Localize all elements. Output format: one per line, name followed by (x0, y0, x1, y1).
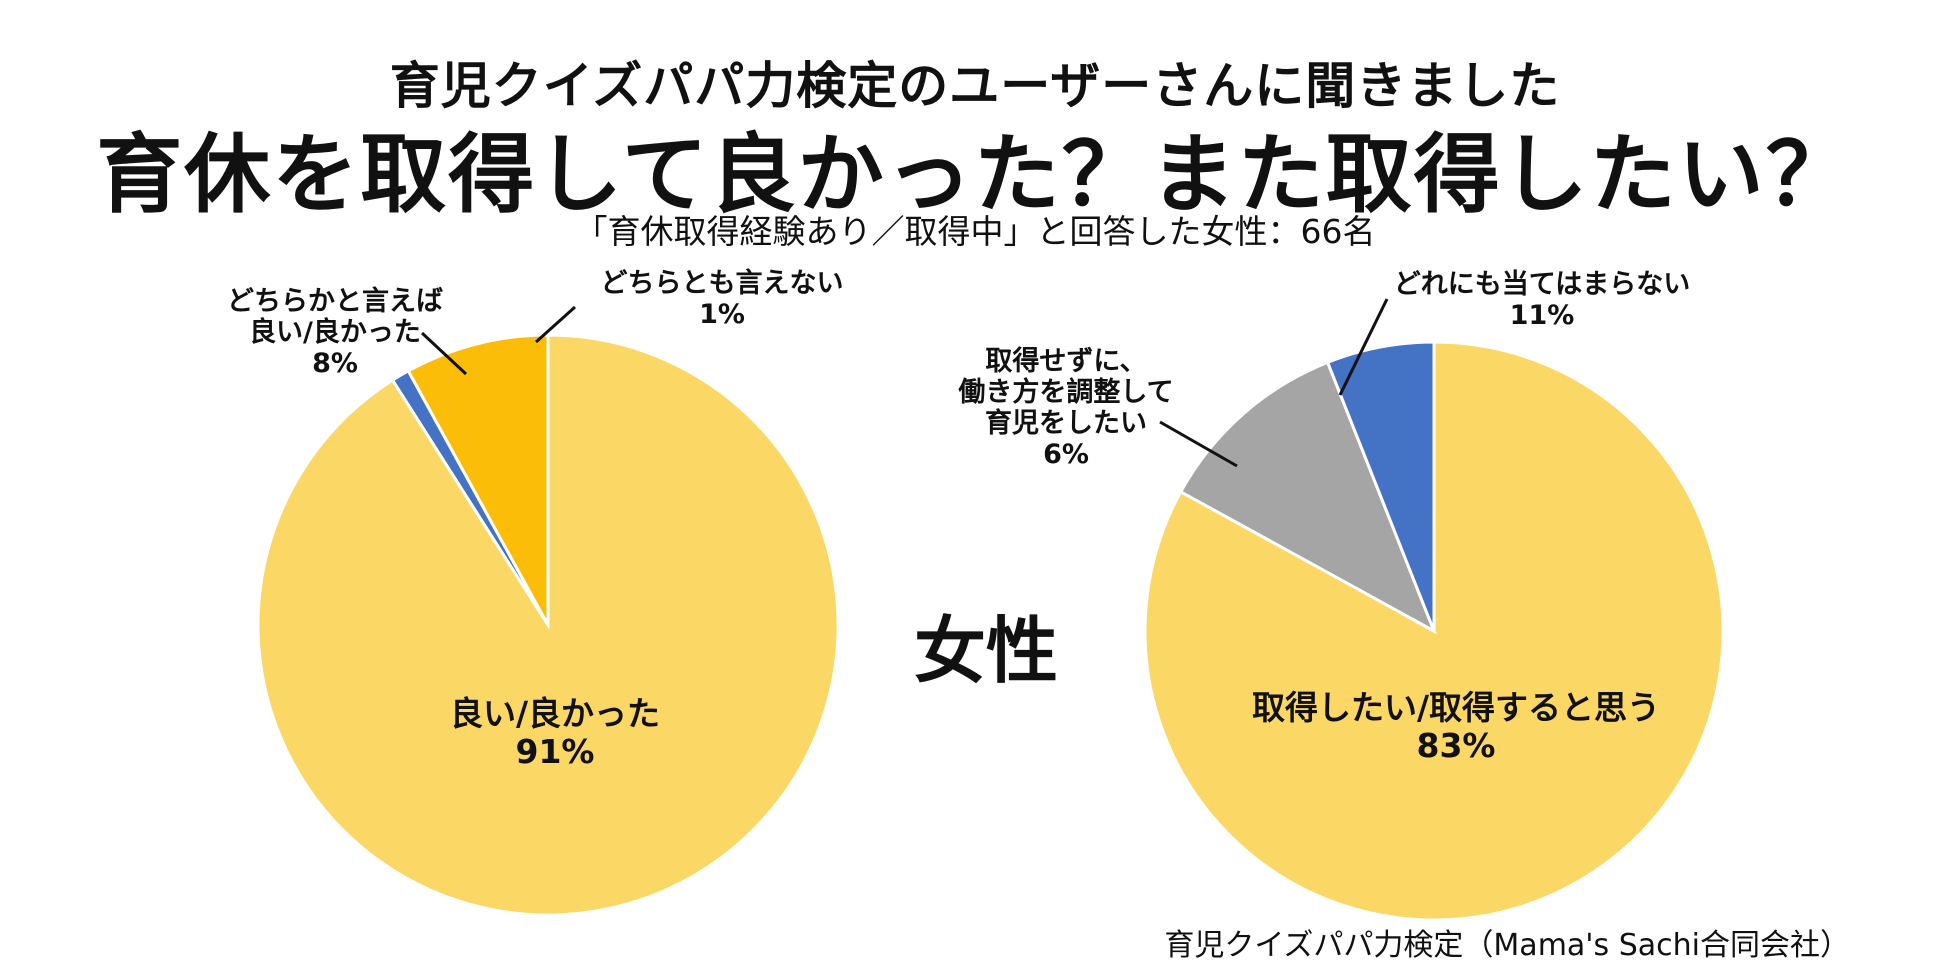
leader-line (534, 305, 577, 344)
slice-label: 良い/良かった 91% (450, 694, 660, 771)
slice-label-line: 育児をしたい (985, 407, 1147, 439)
slice-percent: 11% (1510, 300, 1575, 331)
slice-label: どれにも当てはまらない 11% (1394, 269, 1690, 331)
chart-subtitle: 育児クイズパパ力検定のユーザーさんに聞きました (389, 57, 1561, 115)
pie-slice (1325, 340, 1436, 632)
slice-percent: 1% (699, 299, 745, 330)
gender-label: 女性 (914, 609, 1059, 693)
slice-label-line: どれにも当てはまらない (1394, 269, 1690, 300)
slice-label-line: 良い/良かった (450, 694, 660, 733)
pie-slice (1178, 360, 1437, 635)
respondent-count-note: 「育休取得経験あり／取得中」と回答した女性：66名 (574, 212, 1376, 251)
slice-label: どちらかと言えば良い/良かった 8% (227, 286, 443, 379)
slice-label-line: どちらかと言えば (227, 286, 443, 317)
slice-percent: 6% (1043, 439, 1089, 470)
slice-label-line: 取得せずに、 (985, 346, 1146, 377)
slice-label: 取得したい/取得すると思う 83% (1252, 688, 1660, 765)
slice-percent: 83% (1417, 726, 1496, 765)
pie-chart-good-to-take-leave: 良い/良かった 91%どちらかと言えば良い/良かった 8%どちらとも言えない 1% (227, 268, 844, 917)
leader-line (1159, 420, 1238, 468)
slice-label-line: 良い/良かった (249, 316, 421, 348)
source-credit: 育児クイズパパ力検定（Mama's Sachi合同会社） (1164, 928, 1850, 963)
slice-percent: 91% (516, 732, 595, 771)
slice-label-line: 働き方を調整して (958, 376, 1173, 408)
slice-label-line: 取得したい/取得すると思う (1252, 688, 1660, 727)
slice-percent: 8% (312, 348, 358, 379)
slice-label: どちらとも言えない 1% (601, 268, 844, 330)
slice-label-line: どちらとも言えない (601, 268, 844, 299)
leader-line (420, 331, 468, 376)
leader-line (1338, 298, 1389, 396)
pie-slice (406, 333, 550, 626)
pie-chart-want-to-take-again: 取得したい/取得すると思う 83% 取得せずに、働き方を調整して育児をしたい 6% どれ… (958, 269, 1725, 922)
chart-title: 育休を取得して良かった？また取得したい？ (96, 125, 1854, 225)
slice-label: 取得せずに、働き方を調整して育児をしたい 6% (958, 346, 1173, 470)
